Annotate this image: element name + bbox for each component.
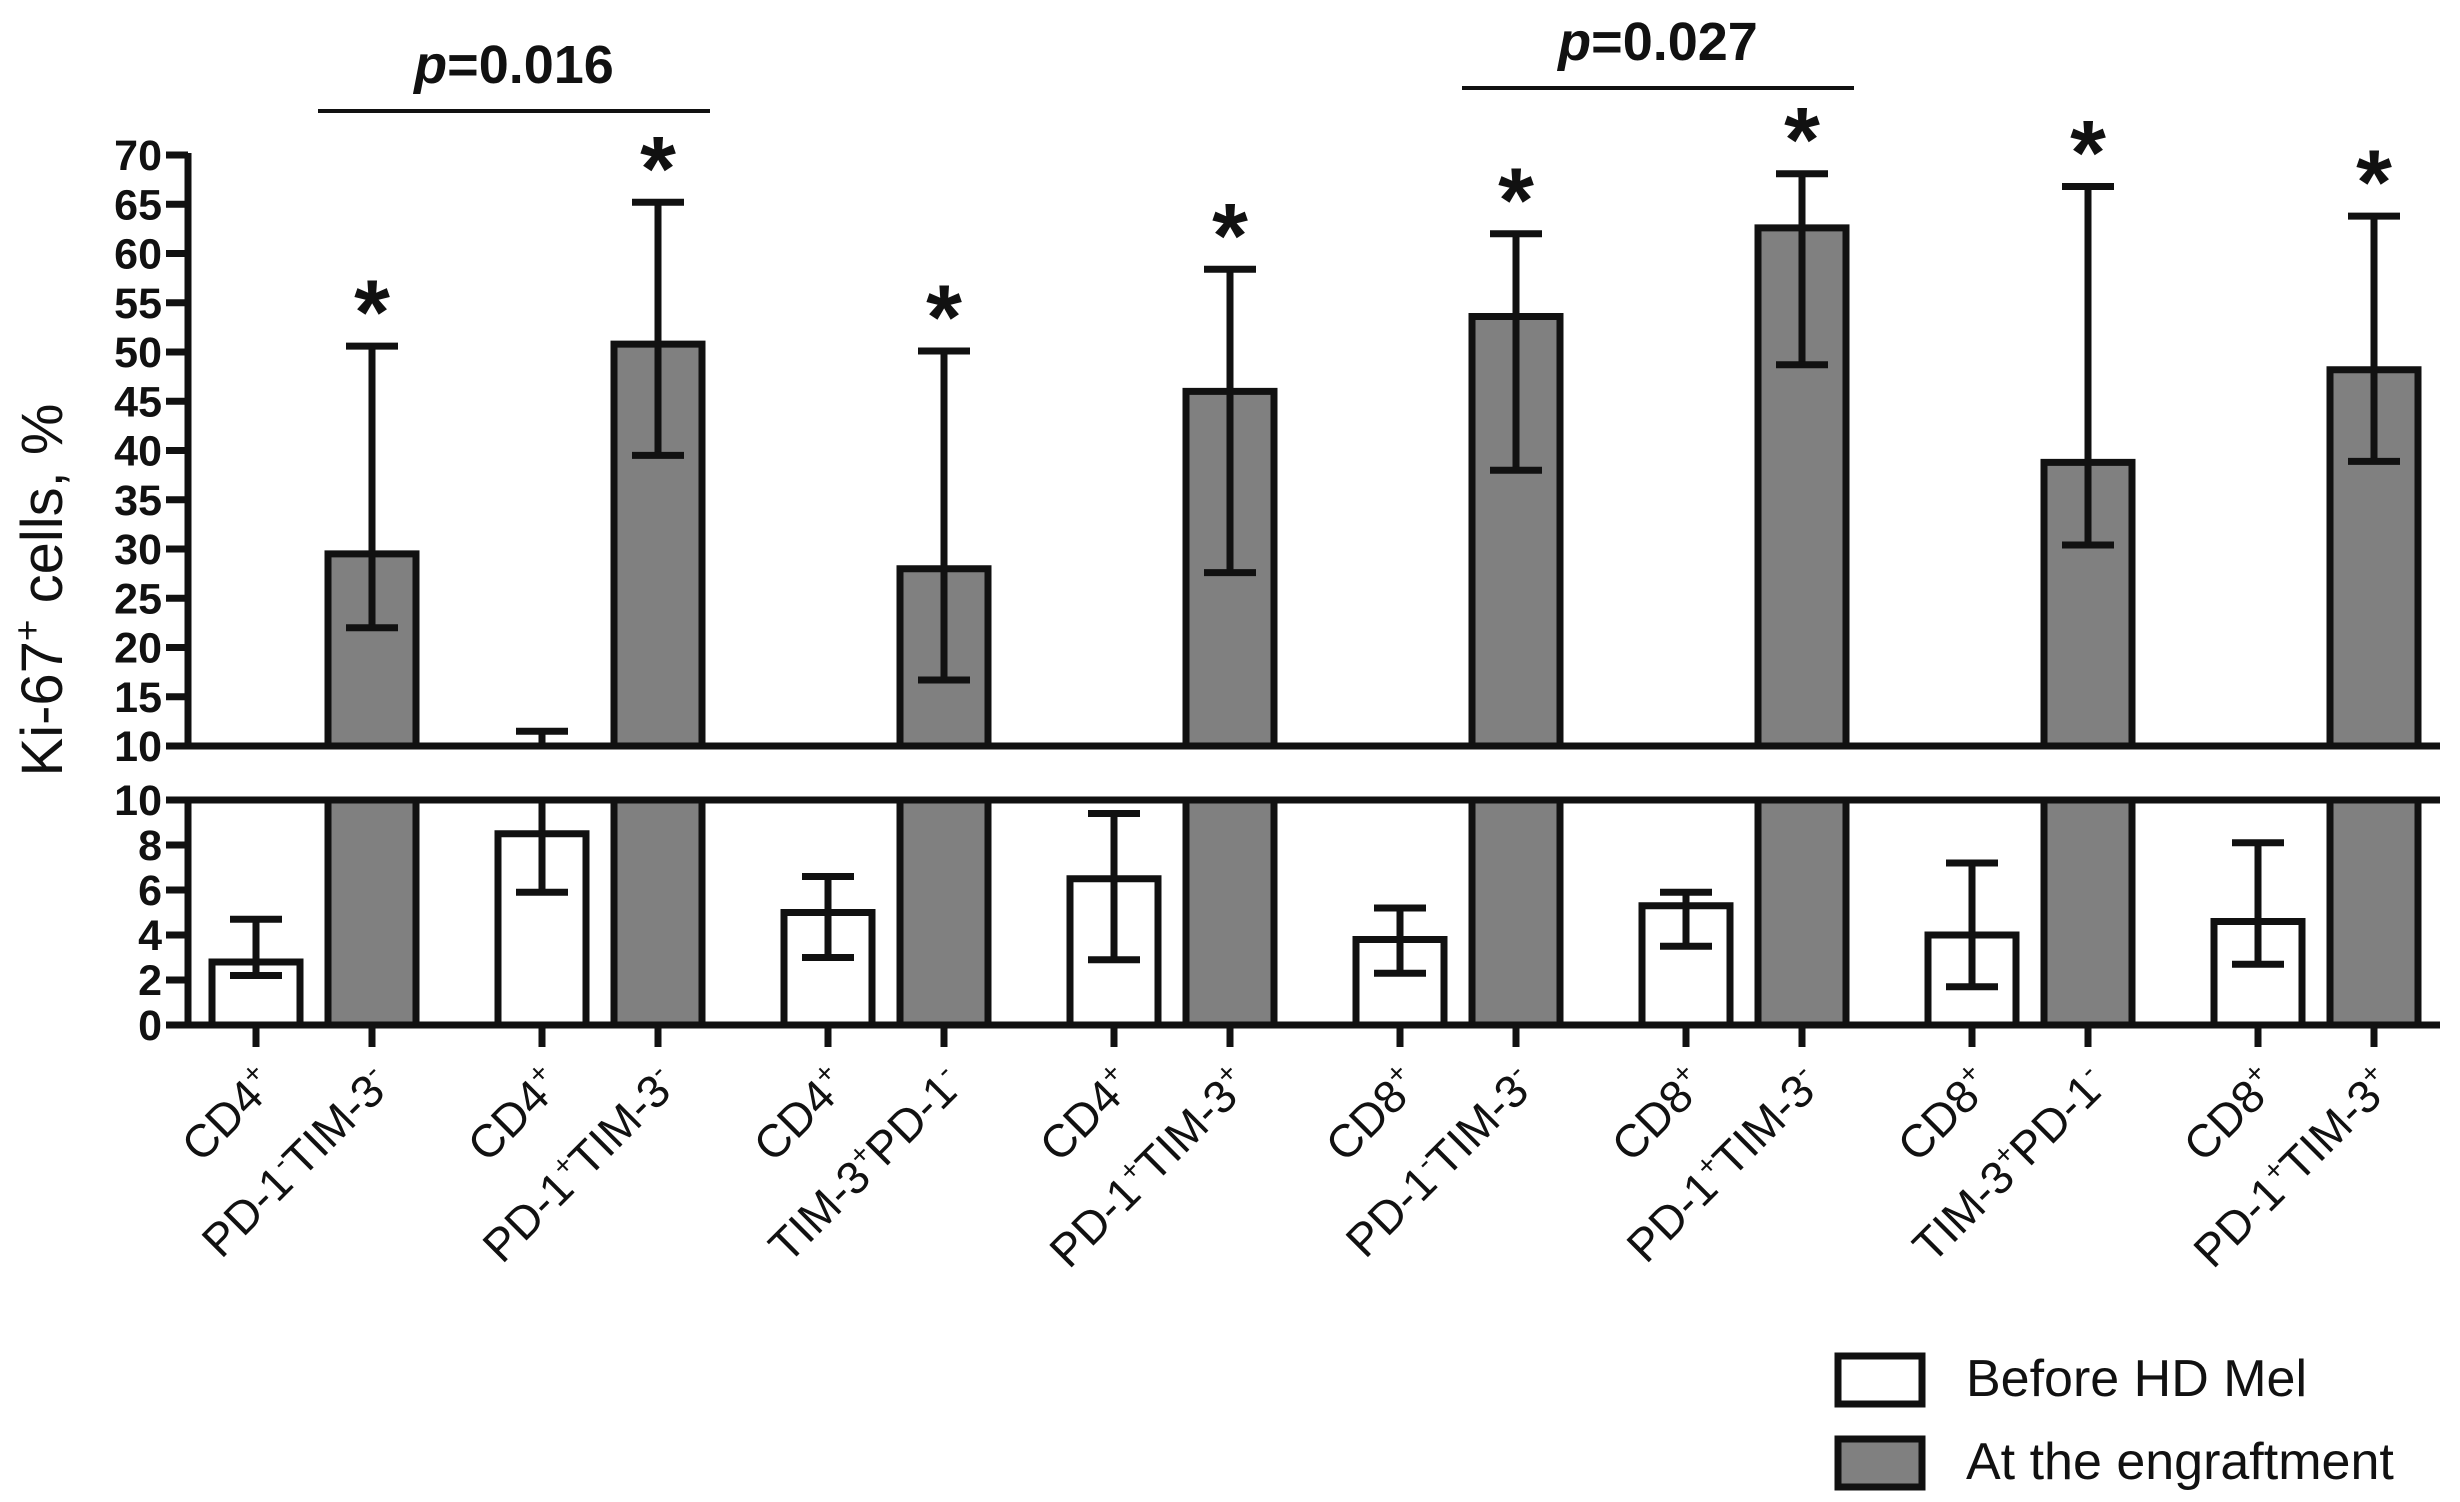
y-tick-label: 6 [138,867,162,915]
significance-marker: * [926,267,962,369]
y-tick-label: 10 [114,723,162,771]
y-tick-label: 10 [114,777,162,825]
bar-engraft-lower-7 [2326,796,2422,1029]
y-tick-label: 65 [114,181,162,229]
significance-marker: * [2070,103,2106,205]
y-tick-label: 40 [114,428,162,476]
y-tick-label: 45 [114,378,162,426]
p-value-label: p=0.027 [1556,12,1758,72]
y-tick-label: 30 [114,526,162,574]
y-tick-label: 60 [114,231,162,279]
bar-engraft-lower-0 [324,796,420,1029]
y-tick-label: 70 [114,132,162,180]
significance-marker: * [1784,90,1820,192]
significance-marker: * [1498,150,1534,252]
bar-engraft-lower-4 [1468,796,1564,1029]
significance-marker: * [1212,185,1248,287]
bar-engraft-lower-5 [1754,796,1850,1029]
y-tick-label: 50 [114,329,162,377]
y-tick-label: 35 [114,477,162,525]
legend-swatch-0 [1834,1352,1926,1408]
y-tick-label: 25 [114,575,162,623]
bar-engraft-lower-1 [610,796,706,1029]
y-tick-label: 55 [114,280,162,328]
significance-marker: * [640,118,676,220]
y-tick-label: 8 [138,822,162,870]
y-tick-label: 2 [138,957,162,1005]
y-axis-label: Ki-67+ cells, % [7,404,75,777]
significance-marker: * [2356,132,2392,234]
legend-swatch-1 [1834,1435,1926,1491]
bar-engraft-lower-2 [896,796,992,1029]
y-tick-label: 0 [138,1002,162,1050]
y-tick-label: 20 [114,625,162,673]
legend-label-0: Before HD Mel [1966,1350,2307,1408]
significance-marker: * [354,262,390,364]
bar-engraft-lower-6 [2040,796,2136,1029]
legend-label-1: At the engraftment [1966,1433,2394,1491]
category-label-line2: PD-1+​TIM-3+​ [1039,1057,1259,1277]
p-value-label: p=0.016 [412,35,614,95]
bar-engraft-lower-3 [1182,796,1278,1029]
y-tick-label: 15 [114,674,162,722]
y-tick-label: 4 [138,912,162,960]
category-label-line2: PD-1+​TIM-3+​ [2183,1057,2403,1277]
